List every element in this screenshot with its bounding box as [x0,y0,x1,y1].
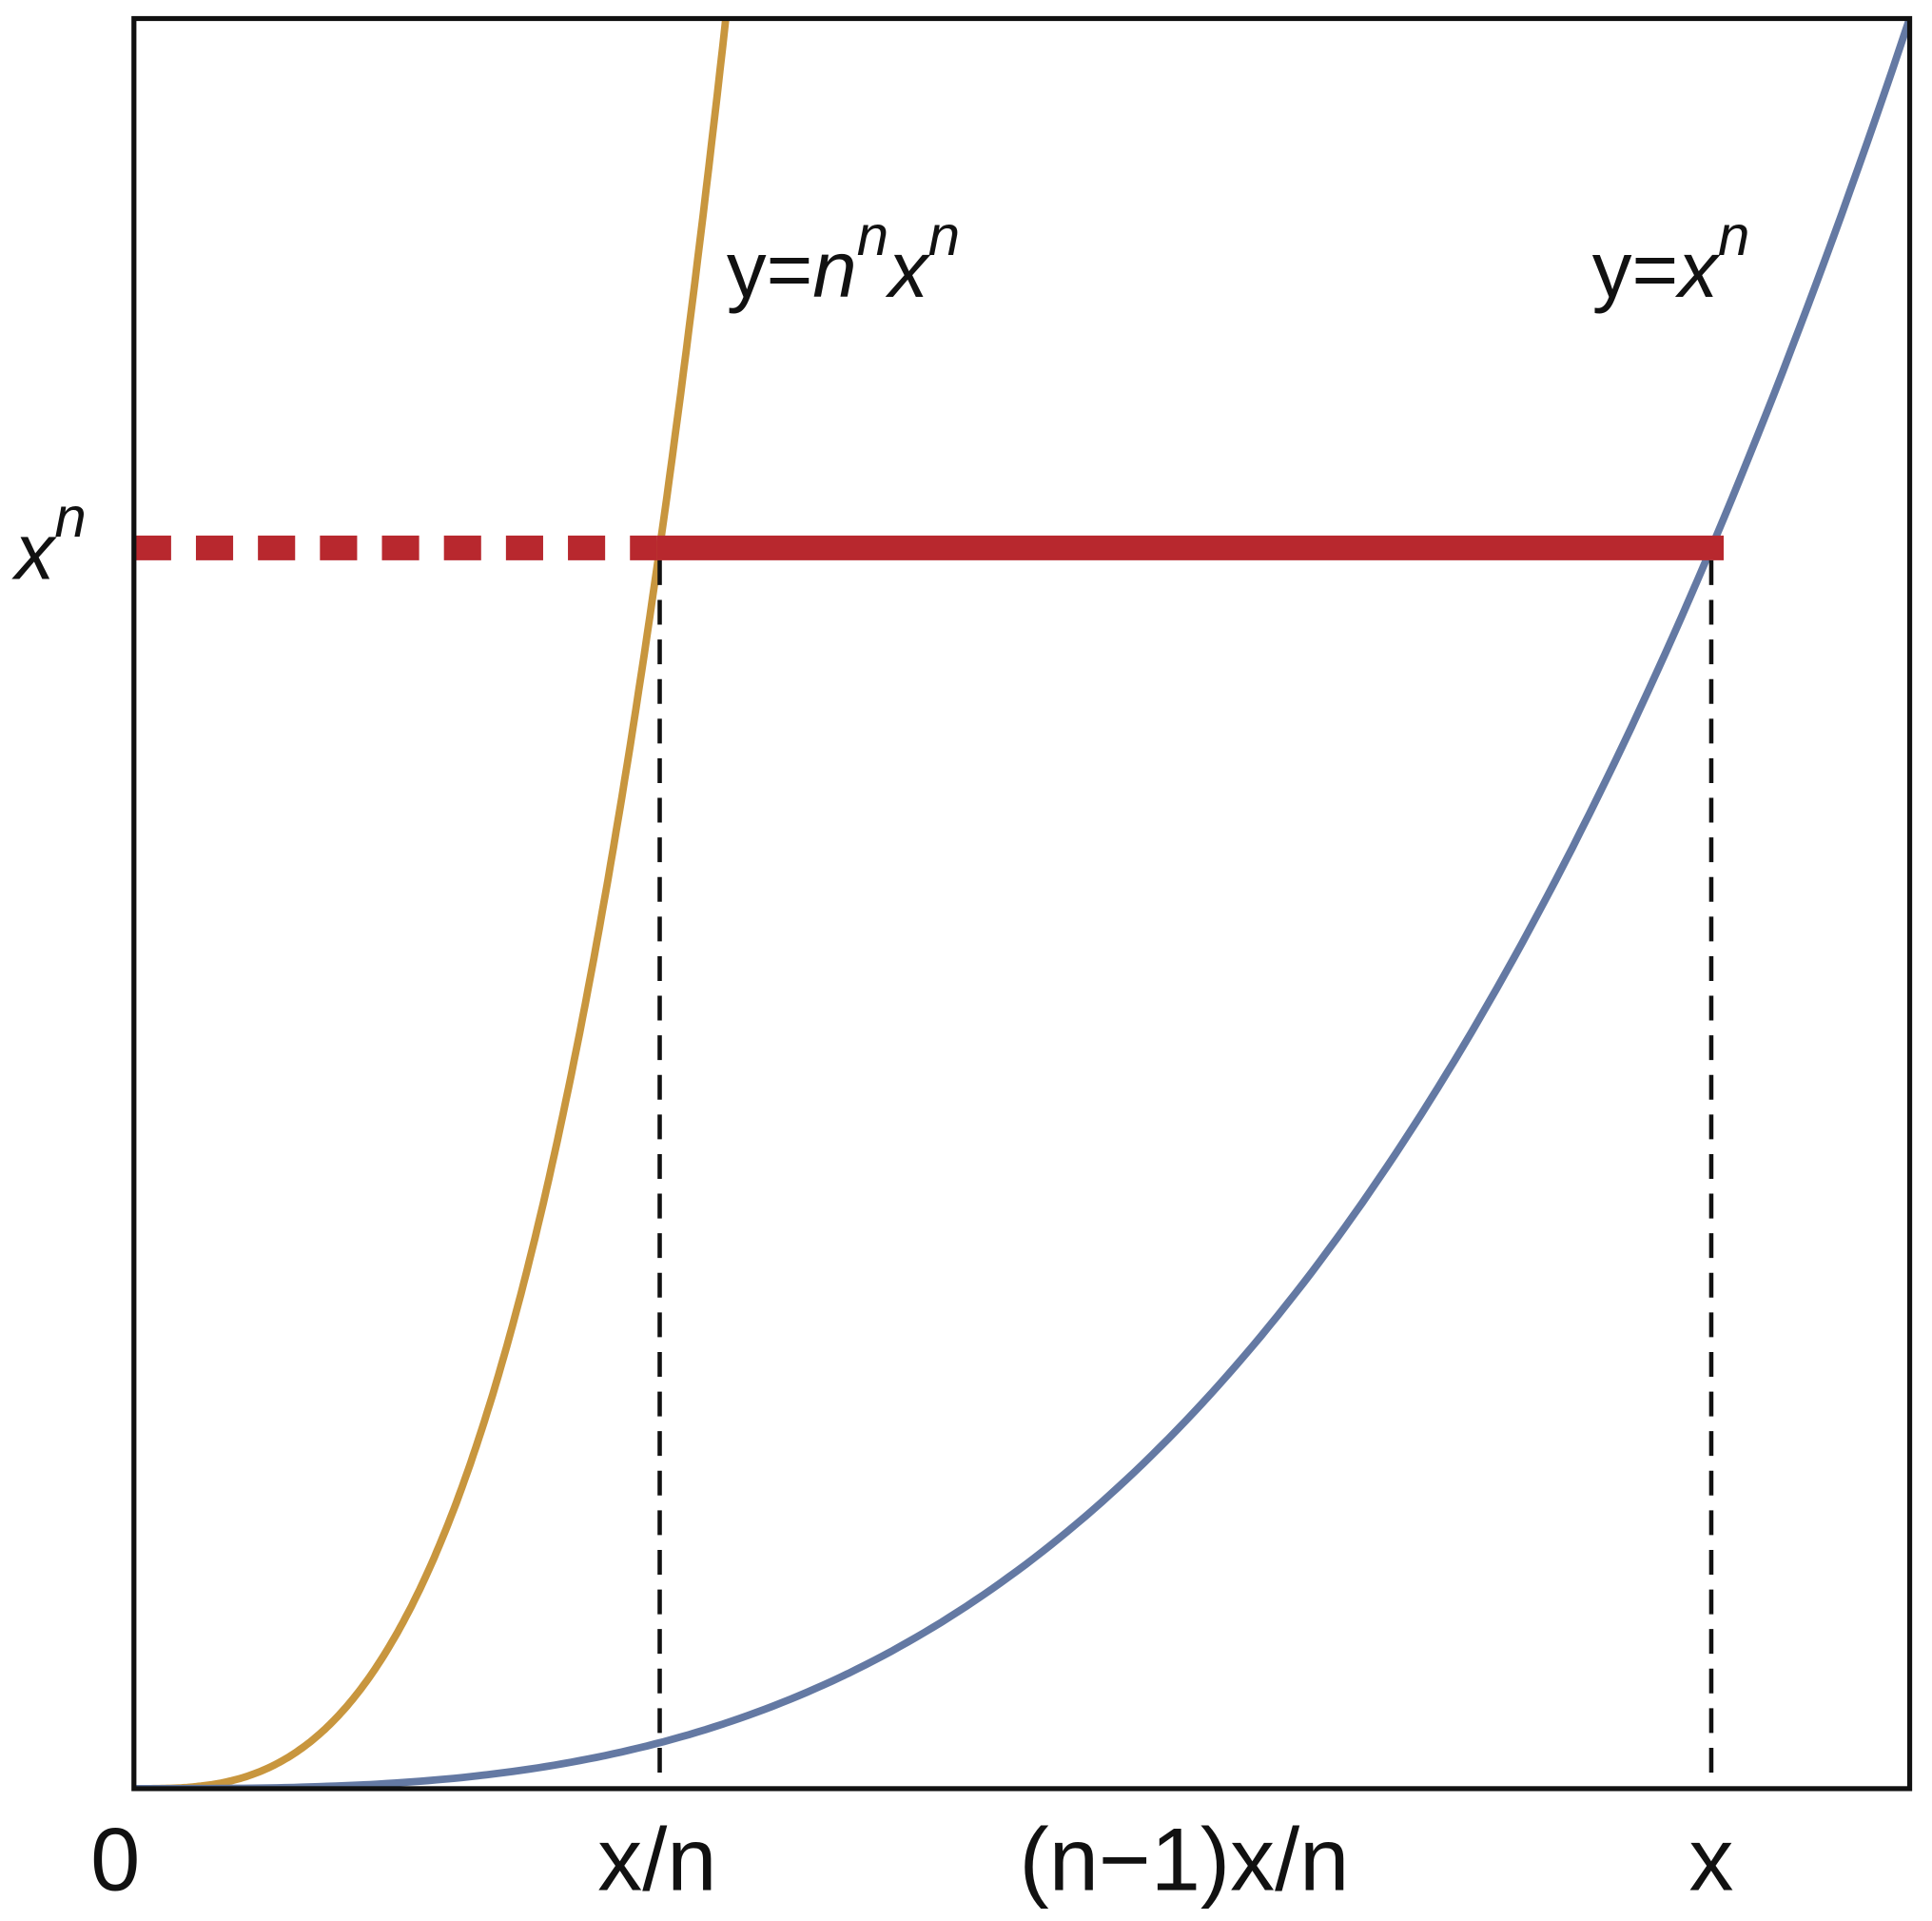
label-piece: x [885,225,931,314]
curve-nn-xn [133,18,730,1789]
curve-label: y=xn [1592,204,1749,314]
label-piece: x [1674,225,1721,314]
label-piece: n [812,225,856,314]
label-piece: n [857,204,888,267]
x-label: 0 [90,1810,140,1910]
label-piece: n [1718,204,1749,267]
plot-area [133,18,1910,1789]
frame [131,15,1913,1792]
curve-xn [133,18,1910,1789]
curve-label: y=nnxn [727,204,960,314]
label-piece: x [11,508,58,597]
label-piece: y= [1592,225,1678,314]
label-piece: y= [727,225,812,314]
x-label: (n−1)x/n [1019,1810,1349,1910]
label-piece: n [928,204,960,267]
y-label: xn [11,485,87,596]
x-label: x/n [597,1810,716,1910]
label-piece: n [54,485,86,549]
x-label: x [1688,1810,1733,1910]
